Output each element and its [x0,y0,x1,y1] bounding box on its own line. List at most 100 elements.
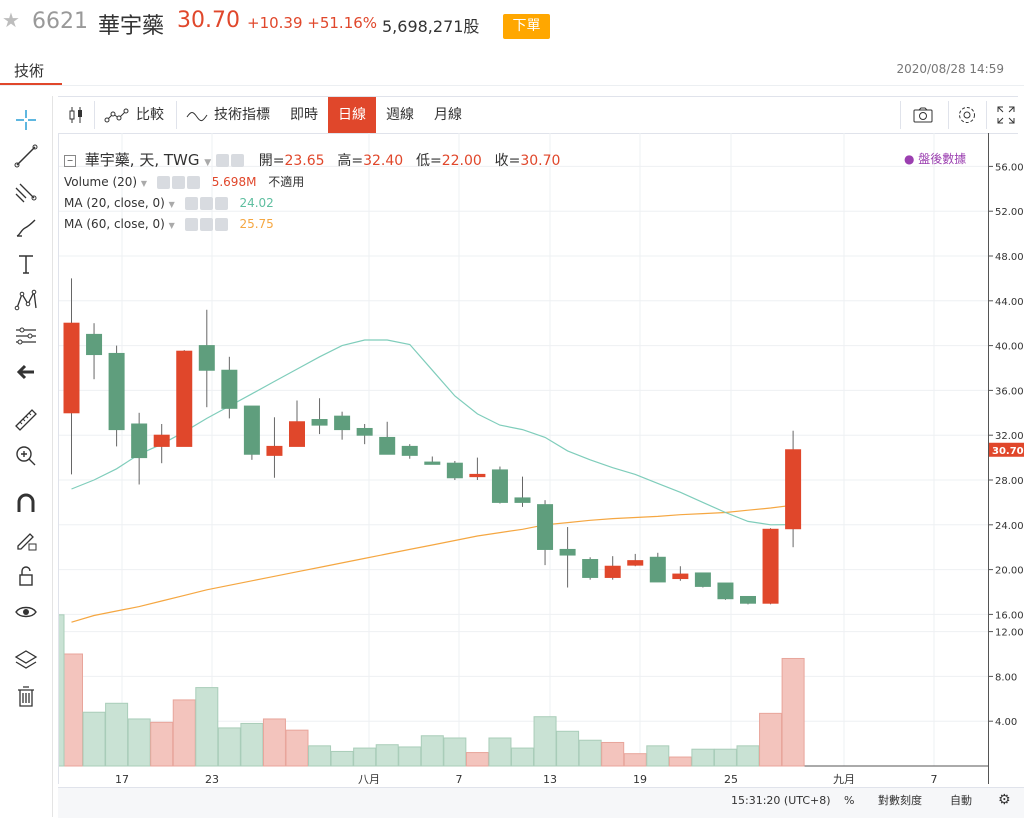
ma60-value: 25.75 [239,217,274,231]
camera-icon[interactable] [912,97,934,133]
collapse-icon[interactable]: − [64,154,76,167]
high-value: 32.40 [363,153,404,169]
layers-icon[interactable] [12,646,40,674]
trash-icon[interactable] [12,682,40,710]
zoom-in-icon[interactable] [12,442,40,470]
volume-na: 不適用 [268,175,305,189]
crosshair-icon[interactable] [12,106,40,134]
lock-icon[interactable] [12,562,40,590]
volume-label: Volume (20) [64,175,138,189]
volume-bar [59,614,65,767]
price-axis-canvas: 56.00 52.00 48.00 44.00 40.00 36.00 32.00 28.00… [989,162,1024,728]
volume-bar [713,748,737,767]
x-axis-label: 7 [931,773,938,784]
monthly-button[interactable]: 月線 [434,107,462,123]
auto-scale-toggle[interactable]: 自動 [950,794,972,807]
back-arrow-icon[interactable] [12,358,40,386]
weekly-button[interactable]: 週線 [386,107,414,123]
legend-main-row: − 華宇藥, 天, TWG ▼ 開=23.65 高=32.40 低=22.00 … [64,148,560,172]
candle-body [762,528,779,604]
close-icon[interactable] [214,197,228,210]
pattern-icon[interactable] [12,286,40,314]
eye-toggle-icon[interactable] [156,176,170,189]
trend-line-icon[interactable] [12,142,40,170]
axis-settings-icon[interactable]: ⚙ [998,792,1011,808]
candle-type-icon[interactable] [68,97,84,133]
price-axis-label: 4.00 [995,717,1017,728]
compare-button[interactable]: 比較 [136,107,164,123]
open-label: 開= [258,153,285,169]
low-value: 22.00 [441,153,482,169]
brush-icon[interactable] [12,214,40,242]
dropdown-icon[interactable]: ▼ [168,221,175,230]
volume-bar [172,699,196,767]
volume-bar [578,739,602,767]
x-axis-label: 九月 [833,773,855,784]
settings-icon[interactable] [199,218,213,231]
favorite-star-icon[interactable]: ★ [2,8,20,32]
order-button[interactable]: 下單 [503,14,550,39]
settings-icon[interactable] [171,176,185,189]
price-axis-label: 56.00 [995,162,1024,173]
fullscreen-icon[interactable] [996,97,1016,133]
price-chart[interactable]: 17 23 八月 7 13 19 25 九月 7 [58,133,989,784]
close-icon[interactable] [186,176,200,189]
toolbar-divider [986,101,987,129]
ma60-label: MA (60, close, 0) [64,217,165,231]
price-axis-label: 16.00 [995,610,1024,621]
fib-icon[interactable] [12,178,40,206]
candle-body [108,352,125,431]
volume-bar [668,756,692,767]
settings-icon[interactable] [230,154,244,167]
volume-bar [736,745,760,767]
candle-body [424,461,441,465]
indicators-icon[interactable] [186,97,208,133]
chart-bottom-bar: 15:31:20 (UTC+8) % 對數刻度 自動 ⚙ [58,787,1024,818]
dropdown-icon[interactable]: ▼ [168,200,175,209]
candle-body [491,469,508,503]
volume-bar [240,722,264,767]
after-hours-badge[interactable]: ● 盤後數據 [904,152,967,166]
price-axis-label: 52.00 [995,207,1024,218]
chart-canvas[interactable]: 17 23 八月 7 13 19 25 九月 7 [59,133,989,784]
price-axis-label: 24.00 [995,521,1024,532]
tab-technical[interactable]: 技術 [14,62,45,80]
settings-icon[interactable] [199,197,213,210]
dropdown-icon[interactable]: ▼ [140,179,148,188]
settings-gear-icon[interactable] [956,97,978,133]
quote-header: ★ 6621 華宇藥 30.70 +10.39 +51.16% 5,698,27… [0,0,1024,50]
price-axis-label: 20.00 [995,566,1024,577]
price-axis[interactable]: 56.00 52.00 48.00 44.00 40.00 36.00 32.00 28.00… [988,133,1024,784]
eye-toggle-icon[interactable] [184,218,198,231]
candle-body [221,369,238,409]
realtime-button[interactable]: 即時 [290,107,318,123]
last-price-label: 30.70 [992,446,1024,457]
magnet-icon[interactable] [12,490,40,518]
candle-body [537,504,554,550]
text-icon[interactable] [12,250,40,278]
trade-volume: 5,698,271股 [382,17,480,36]
volume-bar [330,750,354,767]
candle-body [604,565,621,578]
eye-toggle-icon[interactable] [184,197,198,210]
percent-toggle[interactable]: % [844,794,855,807]
prediction-icon[interactable] [12,322,40,350]
volume-bar [375,744,399,767]
eye-icon[interactable] [12,598,40,626]
price-axis-label: 40.00 [995,342,1024,353]
eye-toggle-icon[interactable] [215,154,229,167]
volume-bar [398,746,422,767]
compare-icon[interactable] [104,97,130,133]
log-scale-toggle[interactable]: 對數刻度 [878,794,922,807]
dropdown-icon[interactable]: ▼ [204,158,212,168]
candle-body [334,415,351,431]
indicators-button[interactable]: 技術指標 [214,107,270,123]
volume-bar [465,752,489,767]
ruler-icon[interactable] [12,406,40,434]
x-axis-label: 7 [456,773,463,784]
open-value: 23.65 [284,153,325,169]
close-icon[interactable] [214,218,228,231]
daily-button[interactable]: 日線 [328,97,376,133]
lock-draw-icon[interactable] [12,526,40,554]
volume-bar [759,712,783,767]
